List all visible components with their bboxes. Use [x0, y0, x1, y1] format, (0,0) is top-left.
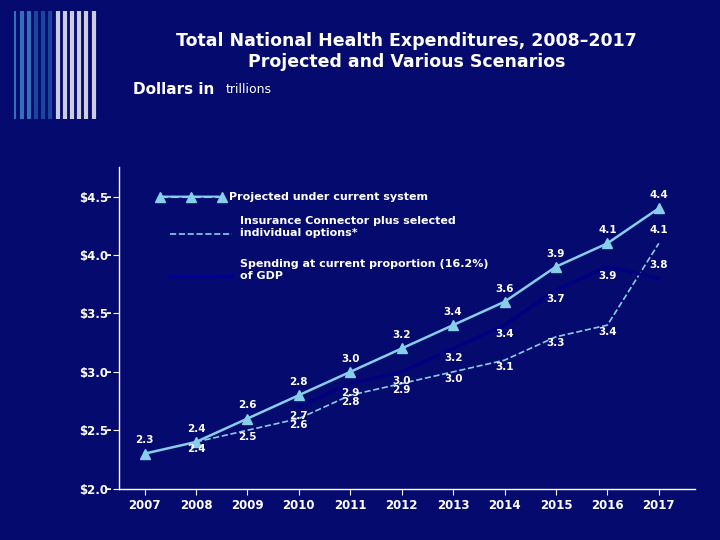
- Text: 3.0: 3.0: [444, 374, 462, 383]
- Text: trillions: trillions: [225, 83, 271, 96]
- Text: 3.7: 3.7: [546, 294, 565, 304]
- Text: 2.3: 2.3: [135, 435, 154, 445]
- Text: 4.1: 4.1: [598, 225, 617, 235]
- Text: 4.1: 4.1: [649, 225, 668, 235]
- Text: 2.5: 2.5: [238, 432, 256, 442]
- Text: Total National Health Expenditures, 2008–2017: Total National Health Expenditures, 2008…: [176, 31, 637, 50]
- Text: 3.3: 3.3: [546, 339, 565, 348]
- Text: 3.9: 3.9: [546, 248, 565, 259]
- Text: 2.6: 2.6: [238, 401, 256, 410]
- Text: -: -: [106, 423, 112, 437]
- Text: 4.4: 4.4: [649, 190, 668, 200]
- Text: 3.8: 3.8: [649, 260, 668, 270]
- Text: Projected and Various Scenarios: Projected and Various Scenarios: [248, 53, 565, 71]
- Text: 3.4: 3.4: [598, 327, 617, 337]
- Text: 3.1: 3.1: [495, 362, 514, 372]
- Text: 3.0: 3.0: [341, 354, 359, 363]
- Text: -: -: [106, 248, 112, 262]
- Text: 3.4: 3.4: [444, 307, 462, 317]
- Text: 2.7: 2.7: [289, 411, 308, 421]
- Text: 3.6: 3.6: [495, 284, 514, 294]
- Text: 2.9: 2.9: [392, 385, 411, 395]
- Text: 3.2: 3.2: [444, 353, 462, 362]
- Text: 2.8: 2.8: [341, 397, 359, 407]
- Text: -: -: [106, 365, 112, 379]
- Text: 3.9: 3.9: [598, 271, 616, 281]
- Text: Spending at current proportion (16.2%)
of GDP: Spending at current proportion (16.2%) o…: [240, 259, 488, 281]
- Text: 3.4: 3.4: [495, 329, 514, 339]
- Text: 3.2: 3.2: [392, 330, 411, 340]
- Text: -: -: [106, 482, 112, 496]
- Text: Insurance Connector plus selected
individual options*: Insurance Connector plus selected indivi…: [240, 216, 456, 238]
- Text: 2.4: 2.4: [186, 444, 205, 454]
- Text: 2.4: 2.4: [186, 424, 205, 434]
- Text: Projected under current system: Projected under current system: [230, 192, 428, 201]
- Text: 2.8: 2.8: [289, 377, 308, 387]
- Text: Dollars in: Dollars in: [133, 82, 215, 97]
- Text: -: -: [106, 306, 112, 320]
- Text: -: -: [106, 190, 112, 204]
- Text: 2.6: 2.6: [289, 420, 308, 430]
- Text: 2.9: 2.9: [341, 388, 359, 397]
- Text: 3.0: 3.0: [392, 376, 411, 386]
